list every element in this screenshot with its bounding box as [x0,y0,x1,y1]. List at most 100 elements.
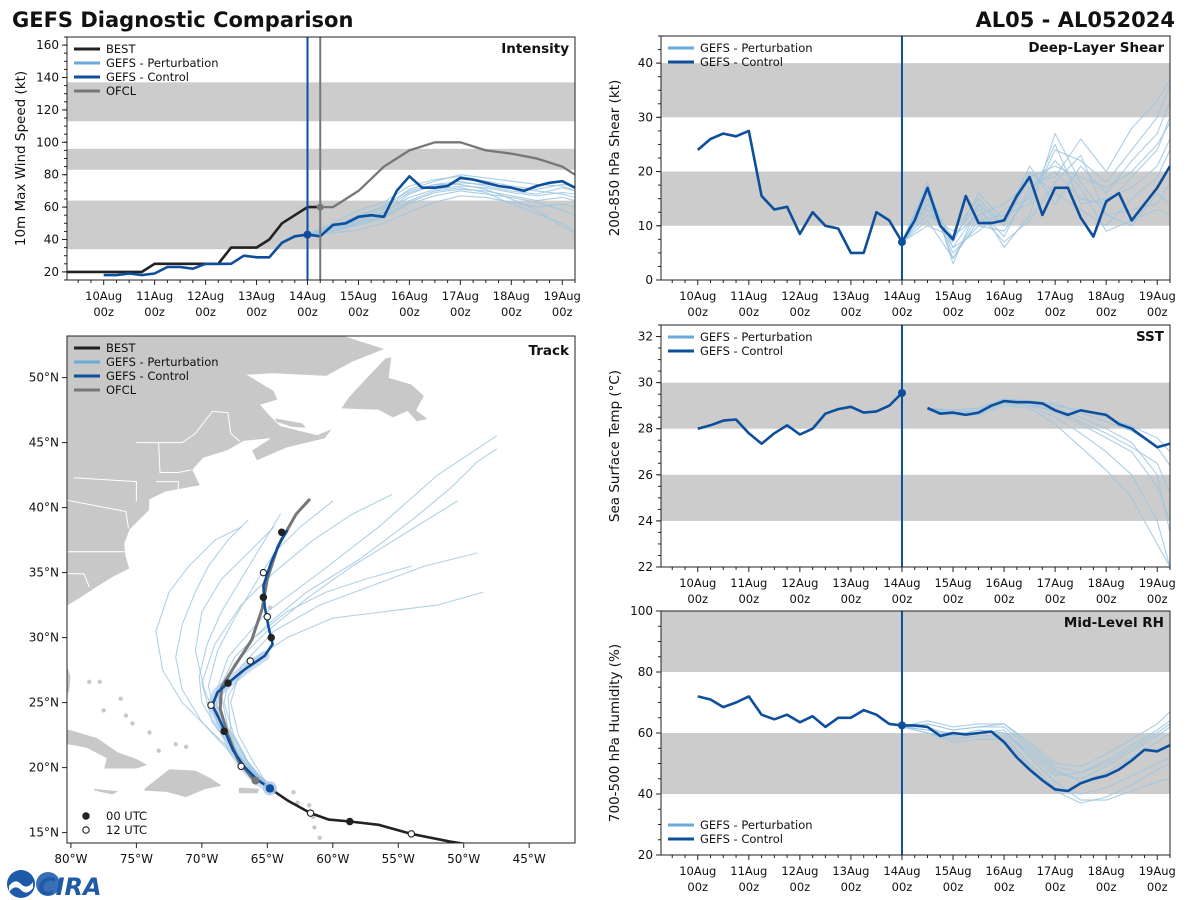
track-marker [267,633,275,642]
x-tick-label: 00z [1096,880,1117,894]
x-tick-label: 00z [687,592,708,606]
x-tick-label: 00z [1096,305,1117,319]
x-tick-label: 00z [943,305,964,319]
best-track-marker [306,809,315,817]
land-area [92,787,121,796]
x-tick-label: 00z [297,305,318,319]
control-line [926,399,1170,449]
perturbation-line [901,726,1170,795]
perturbation-track [175,520,271,789]
control-init-marker [303,230,312,239]
lon-tick-label: 50°W [447,852,480,866]
state-border [67,499,129,529]
x-tick-label: 12Aug [781,289,818,303]
legend-label: GEFS - Control [700,344,783,358]
intensity-panel: 10Aug 00z 11Aug 00z 12Aug 00z 13Aug 00z 14Aug 00z… [13,36,581,319]
state-border [156,481,179,491]
island [97,679,102,684]
lat-tick-label: 30°N [29,631,59,645]
x-tick-label: 00z [348,305,369,319]
marker-legend-symbol [82,826,90,834]
land-area [274,417,308,429]
x-tick-label: 00z [1147,880,1168,894]
y-tick-label: 20 [638,165,653,179]
sst-panel: 10Aug 00z 11Aug 00z 12Aug 00z 13Aug 00z 14Aug 00z… [607,324,1176,606]
x-tick-label: 10Aug [679,576,716,590]
lon-tick-label: 60°W [316,852,349,866]
y-tick-label: 40 [44,233,59,247]
x-tick-label: 15Aug [340,289,377,303]
perturbation-line [901,723,1170,774]
x-tick-label: 15Aug [934,864,971,878]
ofcl-start-marker [251,776,260,785]
land-area [143,768,224,798]
x-tick-label: 00z [1147,305,1168,319]
x-tick-label: 14Aug [883,864,920,878]
marker-legend-label: 12 UTC [106,823,147,837]
island [317,835,322,840]
x-tick-label: 00z [501,305,522,319]
y-tick-label: 80 [638,665,653,679]
x-tick-label: 00z [841,880,862,894]
perturbation-line [307,190,575,236]
lon-tick-label: 80°W [54,852,87,866]
y-tick-label: 40 [638,787,653,801]
threshold-band [661,63,1170,118]
storm-id: AL05 - AL052024 [976,8,1176,32]
marker-legend-label: 00 UTC [106,809,147,823]
x-tick-label: 11Aug [730,864,767,878]
land-area [238,786,261,794]
x-tick-label: 00z [841,592,862,606]
x-tick-label: 00z [892,880,913,894]
legend-label: GEFS - Control [106,369,189,383]
track-marker [259,568,268,577]
island [130,721,135,726]
control-line [697,695,1170,793]
y-axis-label: Sea Surface Temp (°C) [607,370,623,522]
x-tick-label: 00z [738,592,759,606]
lon-tick-label: 55°W [382,852,415,866]
island [183,744,189,749]
x-tick-label: 10Aug [85,289,122,303]
x-tick-label: 14Aug [289,289,326,303]
threshold-band [661,733,1170,794]
y-tick-label: 140 [36,71,59,85]
land-area [339,356,430,423]
x-tick-label: 17Aug [442,289,479,303]
x-tick-label: 00z [552,305,573,319]
x-tick-label: 00z [790,305,811,319]
x-tick-label: 19Aug [1139,289,1176,303]
x-tick-label: 00z [450,305,471,319]
x-tick-label: 16Aug [391,289,428,303]
island [291,790,296,795]
perturbation-line [307,195,575,236]
track-panel: 80°W 75°W 70°W 65°W 60°W 55°W 50°W 45°W 15°N 20°N… [29,335,576,866]
island [173,742,178,747]
rh-panel: 10Aug 00z 11Aug 00z 12Aug 00z 13Aug 00z 14Aug 00z… [607,604,1176,894]
x-tick-label: 15Aug [934,289,971,303]
y-tick-label: 0 [645,273,653,287]
map-frame [66,335,576,844]
panel-title: Track [529,343,570,359]
x-tick-label: 18Aug [1088,289,1125,303]
y-tick-label: 120 [36,103,59,117]
perturbation-track [155,526,271,789]
lon-tick-label: 75°W [120,852,153,866]
track-marker [207,701,215,709]
x-tick-label: 17Aug [1037,289,1074,303]
threshold-band [661,474,1170,521]
x-tick-label: 00z [93,305,114,319]
panel-title: Deep-Layer Shear [1028,40,1164,56]
legend-label: GEFS - Control [106,70,189,84]
x-tick-label: 12Aug [187,289,224,303]
ofcl-line [320,141,575,209]
perturbation-line [901,149,1170,243]
x-tick-label: 00z [994,592,1015,606]
figure-title: GEFS Diagnostic Comparison [12,8,353,32]
island [312,825,317,830]
track-marker [220,727,228,735]
threshold-band [661,611,1170,672]
track-marker [259,593,268,602]
island [147,730,152,735]
track-marker [224,679,232,687]
